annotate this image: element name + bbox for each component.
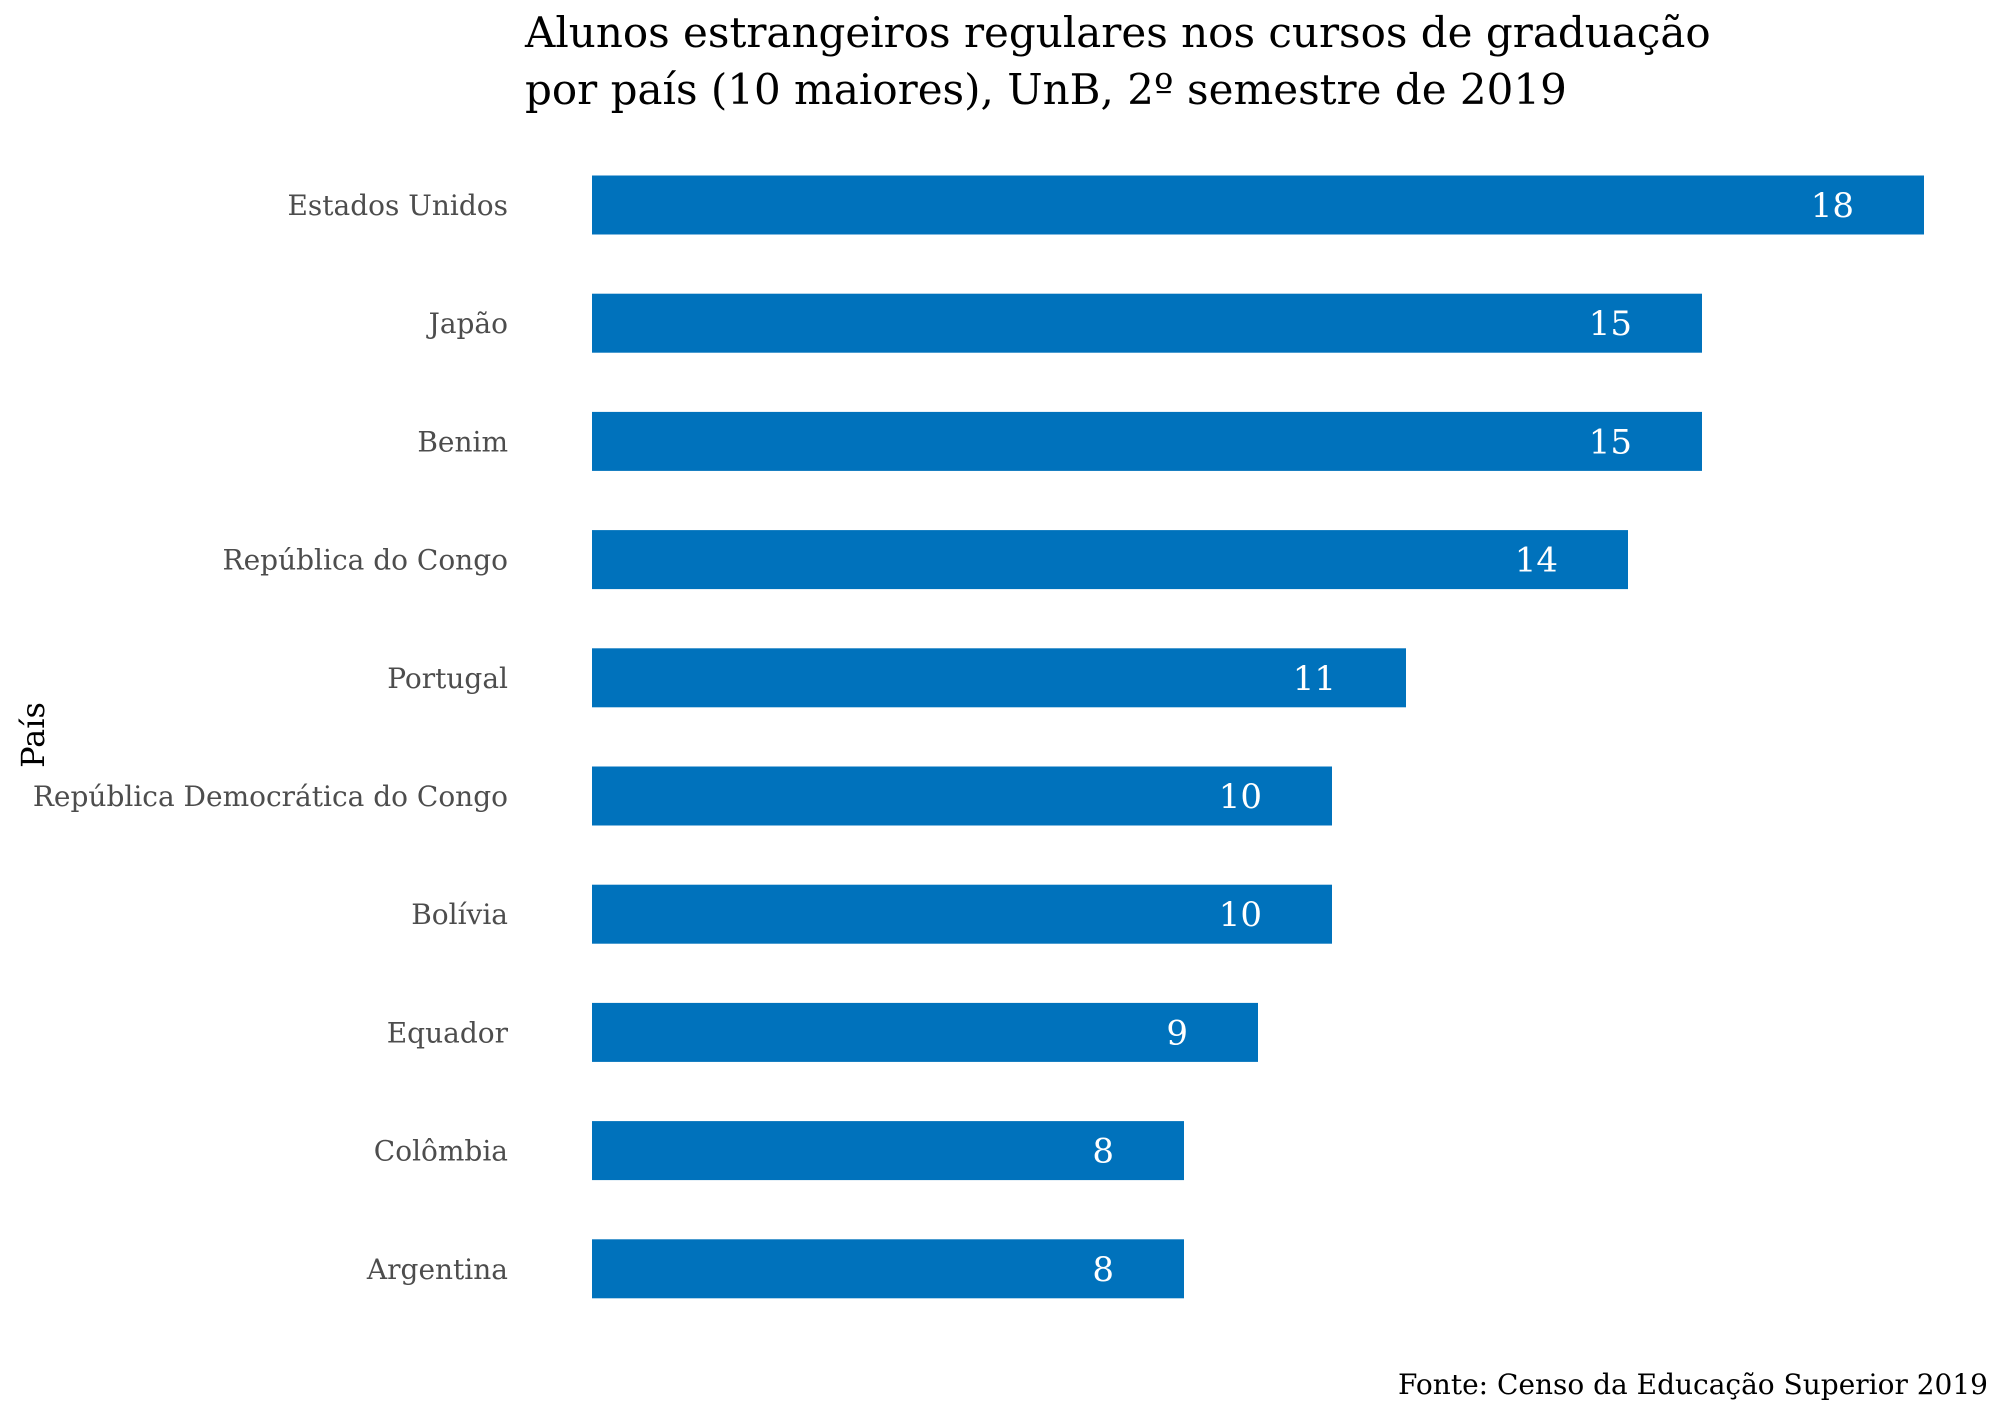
bar [592, 884, 1332, 944]
bar [592, 1121, 1184, 1181]
chart-title-line-1: Alunos estrangeiros regulares nos cursos… [524, 8, 1711, 57]
bar [592, 1002, 1258, 1062]
bar-value-label: 9 [1166, 1013, 1188, 1053]
bar-value-label: 15 [1589, 422, 1632, 462]
bar-value-label: 18 [1811, 186, 1854, 226]
y-axis-label: País [14, 702, 52, 768]
bar [592, 766, 1332, 826]
bar [592, 1239, 1184, 1299]
y-tick-label: Benim [417, 425, 508, 458]
value-labels: 18 15 15 14 11 10 10 9 8 8 [1092, 186, 1854, 1290]
bar-value-label: 8 [1092, 1250, 1114, 1290]
bar-value-label: 15 [1589, 304, 1632, 344]
y-tick-label: Colômbia [374, 1135, 508, 1168]
y-tick-label: Equador [387, 1016, 509, 1049]
bar [592, 293, 1702, 353]
y-tick-label: Portugal [387, 662, 508, 695]
y-tick-label: Bolívia [411, 898, 508, 931]
bar [592, 175, 1924, 235]
chart-caption: Fonte: Censo da Educação Superior 2019 [1398, 1368, 1988, 1401]
y-tick-label: República Democrática do Congo [33, 780, 508, 813]
y-tick-label: Japão [426, 307, 508, 340]
bar [592, 411, 1702, 471]
bar-value-label: 8 [1092, 1132, 1114, 1172]
bar-value-label: 14 [1515, 541, 1558, 581]
y-tick-labels: Estados Unidos Japão Benim República do Con… [33, 189, 509, 1286]
y-tick-label: República do Congo [223, 544, 509, 577]
bars-group [592, 175, 1924, 1299]
chart-title-line-2: por país (10 maiores), UnB, 2º semestre … [525, 65, 1567, 114]
bar [592, 648, 1406, 708]
y-tick-label: Argentina [366, 1253, 508, 1286]
bar [592, 530, 1628, 590]
bar-value-label: 10 [1219, 895, 1262, 935]
y-tick-label: Estados Unidos [287, 189, 508, 222]
bar-value-label: 10 [1219, 777, 1262, 817]
bar-value-label: 11 [1293, 659, 1336, 699]
